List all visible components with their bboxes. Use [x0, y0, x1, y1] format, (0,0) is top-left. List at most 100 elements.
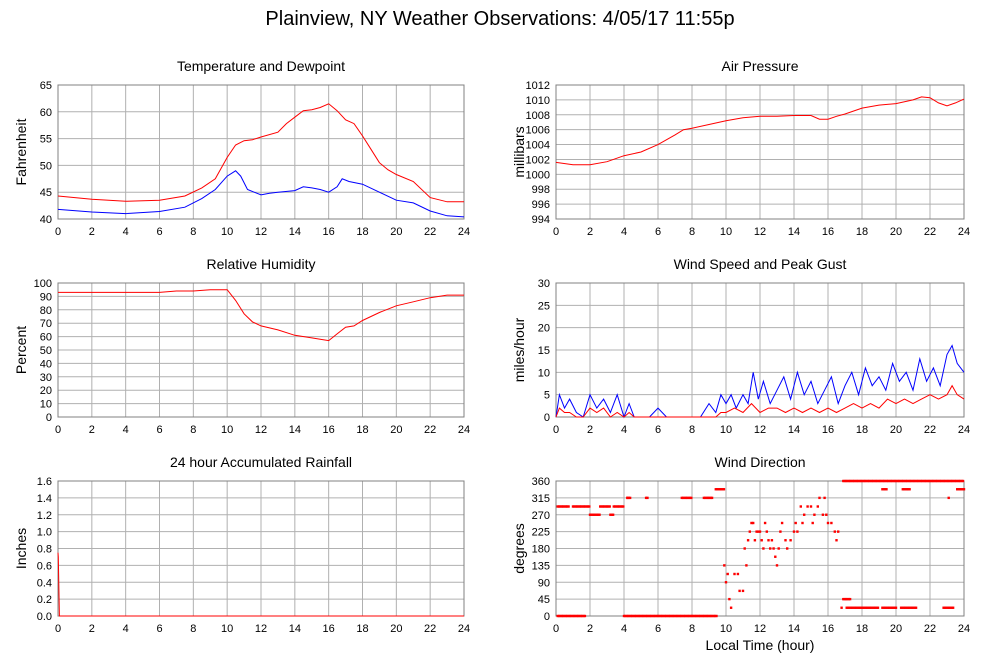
data-point: [556, 614, 559, 618]
data-point: [729, 606, 733, 609]
data-point: [765, 530, 768, 533]
data-point: [646, 496, 649, 500]
data-point: [840, 606, 843, 609]
x-tick-label: 14: [289, 623, 301, 635]
data-point: [760, 539, 763, 542]
data-point: [852, 479, 856, 483]
y-tick-label: 80: [40, 305, 52, 317]
data-point: [901, 479, 905, 483]
data-point: [582, 614, 585, 618]
x-tick-label: 14: [289, 424, 301, 436]
data-point: [908, 479, 912, 483]
data-point: [821, 513, 825, 516]
x-tick-label: 20: [890, 226, 902, 238]
data-point: [563, 614, 566, 618]
data-point: [564, 614, 568, 618]
y-tick-label: 40: [40, 358, 52, 370]
data-point: [856, 606, 859, 609]
data-point: [741, 589, 745, 593]
data-point: [946, 606, 949, 609]
x-tick-label: 24: [958, 226, 970, 238]
data-point: [844, 479, 848, 483]
y-tick-label: 0.8: [37, 544, 52, 556]
data-point: [909, 606, 912, 609]
data-point: [652, 614, 656, 618]
data-point: [557, 505, 561, 508]
data-point: [799, 505, 802, 508]
data-point: [860, 606, 863, 609]
x-tick-label: 2: [587, 424, 593, 436]
x-tick-label: 14: [788, 424, 800, 436]
x-tick-label: 2: [587, 623, 593, 635]
data-point: [560, 614, 563, 618]
data-point: [893, 479, 897, 483]
data-point: [789, 539, 792, 542]
data-point: [874, 479, 878, 483]
data-point: [694, 614, 698, 618]
data-point: [681, 614, 684, 618]
data-point: [639, 614, 642, 618]
data-point: [905, 606, 908, 609]
data-point: [940, 479, 943, 483]
y-axis-label: millibars: [511, 126, 527, 177]
data-point: [931, 479, 935, 483]
data-point: [849, 606, 852, 609]
data-point: [757, 530, 760, 533]
x-tick-label: 12: [255, 424, 267, 436]
data-point: [919, 479, 923, 483]
data-point: [570, 614, 573, 618]
data-point: [859, 479, 863, 483]
data-point: [637, 614, 641, 618]
data-point: [664, 614, 668, 618]
data-point: [572, 614, 576, 618]
data-point: [684, 496, 688, 500]
data-point: [885, 606, 888, 609]
data-point: [763, 521, 767, 525]
data-point: [628, 614, 631, 618]
data-point: [644, 496, 648, 500]
data-point: [561, 505, 565, 508]
data-point: [673, 614, 676, 618]
y-tick-label: 5: [544, 390, 550, 402]
data-point: [925, 479, 928, 483]
x-tick-label: 12: [754, 226, 766, 238]
data-point: [937, 479, 940, 483]
data-point: [912, 606, 915, 609]
data-point: [591, 513, 594, 516]
data-point: [772, 547, 775, 550]
x-tick-label: 24: [458, 424, 470, 436]
data-point: [890, 606, 894, 609]
x-tick-label: 10: [221, 226, 233, 238]
data-point: [875, 606, 878, 609]
data-point: [801, 521, 804, 525]
y-tick-label: 65: [40, 80, 52, 92]
y-tick-label: 1006: [526, 125, 550, 137]
data-point: [918, 479, 921, 483]
data-point: [573, 505, 576, 508]
data-point: [620, 505, 624, 508]
x-tick-label: 10: [720, 623, 732, 635]
data-point: [794, 521, 797, 525]
data-point: [608, 505, 611, 508]
y-axis-label: Inches: [13, 528, 29, 569]
data-point: [950, 606, 953, 609]
data-point: [628, 496, 632, 500]
data-point: [846, 606, 850, 609]
data-point: [645, 614, 649, 618]
data-point: [847, 479, 850, 483]
data-point: [640, 614, 643, 618]
x-tick-label: 16: [822, 623, 834, 635]
x-tick-label: 12: [754, 424, 766, 436]
x-tick-label: 8: [689, 226, 695, 238]
y-tick-label: 100: [34, 278, 52, 290]
data-point: [619, 505, 622, 508]
series-line: [57, 552, 464, 617]
x-tick-label: 10: [720, 424, 732, 436]
data-point: [903, 479, 906, 483]
x-tick-label: 8: [190, 623, 196, 635]
x-tick-label: 4: [621, 226, 627, 238]
data-point: [713, 614, 717, 618]
data-point: [701, 614, 705, 618]
data-point: [688, 614, 691, 618]
y-tick-label: 0: [544, 611, 550, 623]
